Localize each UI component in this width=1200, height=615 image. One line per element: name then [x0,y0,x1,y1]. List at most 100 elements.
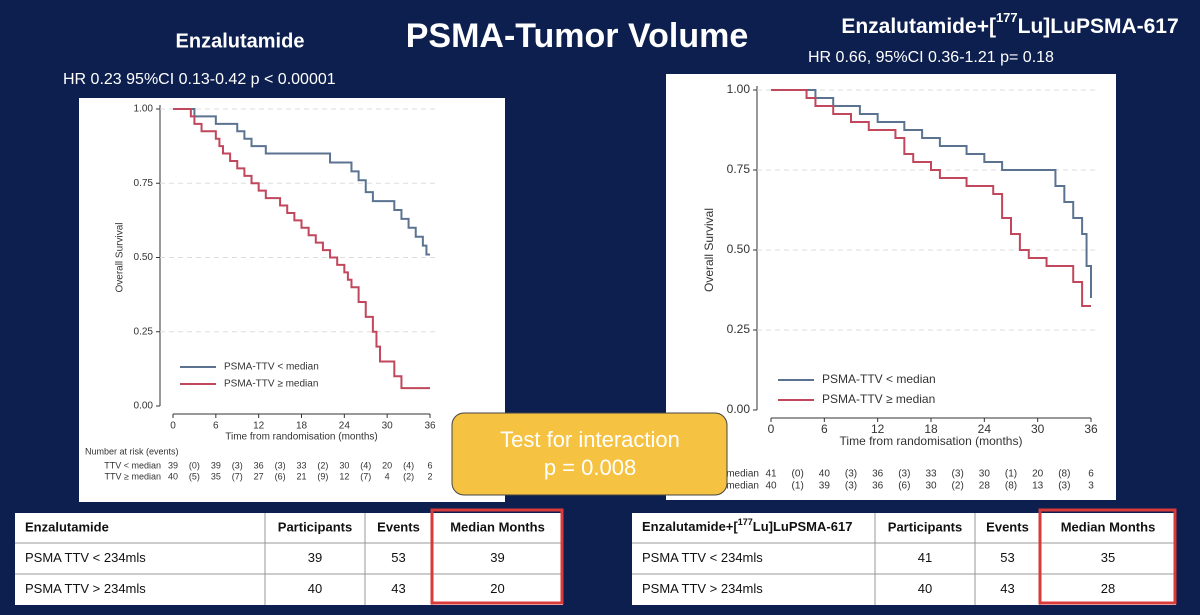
table-header: Median Months [1061,519,1156,534]
risk-row-label: TTV ≥ median [105,471,161,481]
table-header: Enzalutamide+[177Lu]LuPSMA-617 [642,517,852,534]
risk-cell: (2) [403,471,414,481]
table-bg [15,513,563,605]
risk-cell: 40 [819,469,831,480]
table-cell: 40 [918,581,932,596]
risk-cell: 39 [168,460,178,470]
risk-cell: 30 [925,481,937,492]
header-part: Enzalutamide+[ [642,519,738,534]
risk-cell: 20 [382,460,392,470]
table-header: Median Months [450,519,545,534]
risk-cell: (3) [898,469,910,480]
table-cell: 20 [490,581,504,596]
risk-cell: (6) [275,471,286,481]
table-header: Enzalutamide [25,519,109,534]
risk-cell: 13 [1032,481,1044,492]
legend-label: PSMA-TTV ≥ median [822,392,935,406]
y-tick-label: 0.25 [134,326,154,337]
table-cell: PSMA TTV < 234mls [25,550,146,565]
risk-cell: (2) [952,481,964,492]
x-tick-label: 30 [382,421,394,432]
x-tick-label: 30 [1031,422,1045,436]
risk-cell: (8) [1058,469,1070,480]
x-tick-label: 18 [296,421,308,432]
survival-curve [771,89,1092,298]
table-header: Participants [888,519,962,534]
risk-cell: 6 [1088,469,1094,480]
x-tick-label: 0 [768,422,775,436]
x-tick-label: 0 [170,421,176,432]
table-cell: 28 [1101,581,1115,596]
x-tick-label: 6 [213,421,219,432]
risk-cell: 33 [925,469,937,480]
risk-cell: 30 [339,460,349,470]
risk-cell: (3) [845,481,857,492]
risk-cell: 28 [979,481,991,492]
table-header: Events [986,519,1029,534]
risk-cell: 33 [296,460,306,470]
chart-title: Enzalutamide [176,30,305,52]
risk-cell: (6) [898,481,910,492]
survival-curve [771,89,1091,307]
risk-title: Number at risk (events) [85,446,179,456]
header-sup: 177 [738,517,753,527]
x-tick-label: 6 [821,422,828,436]
title-part: Enzalutamide+[ [841,15,996,38]
x-tick-label: 12 [871,422,885,436]
y-tick-label: 0.75 [134,178,154,189]
header-part: Lu]LuPSMA-617 [753,519,853,534]
risk-cell: 3 [1088,481,1094,492]
table-cell: 43 [391,581,405,596]
table-cell: 39 [308,550,322,565]
chart-panel [79,98,505,502]
y-tick-label: 1.00 [727,82,751,96]
risk-cell: 27 [254,471,264,481]
title-part: Lu]LuPSMA-617 [1018,15,1179,38]
risk-cell: 2 [427,471,432,481]
legend-label: PSMA-TTV ≥ median [224,379,318,390]
risk-cell: 40 [168,471,178,481]
legend-label: PSMA-TTV < median [822,372,936,386]
risk-cell: (3) [1058,481,1070,492]
risk-cell: (3) [952,469,964,480]
risk-cell: 39 [819,481,831,492]
y-tick-label: 0.50 [134,252,154,263]
risk-cell: 36 [254,460,264,470]
risk-cell: (4) [360,460,371,470]
risk-cell: (5) [189,471,200,481]
title-sup: 177 [996,10,1018,25]
y-axis-label: Overall Survival [702,208,716,292]
risk-cell: (8) [1005,481,1017,492]
risk-cell: (3) [232,460,243,470]
test-label: Test for interaction [500,427,680,452]
risk-cell: (7) [360,471,371,481]
table-cell: 40 [308,581,322,596]
y-tick-label: 0.25 [727,322,751,336]
risk-cell: 40 [765,481,777,492]
chart-title: Enzalutamide+[177Lu]LuPSMA-617 [841,10,1178,37]
chart-panel [666,74,1116,500]
table-cell: 43 [1000,581,1014,596]
x-axis-label: Time from randomisation (months) [225,432,377,443]
table-cell: 35 [1101,550,1115,565]
risk-cell: 12 [339,471,349,481]
risk-cell: 36 [872,481,884,492]
table-header: Events [377,519,420,534]
table-cell: PSMA TTV < 234mls [642,550,763,565]
risk-row-label: median [726,469,759,480]
risk-cell: (3) [275,460,286,470]
risk-cell: 36 [872,469,884,480]
risk-cell: 21 [296,471,306,481]
risk-cell: (0) [792,469,804,480]
risk-cell: (9) [317,471,328,481]
y-tick-label: 0.00 [134,401,154,412]
table-cell: 39 [490,550,504,565]
highlight-box [430,508,564,605]
y-axis-label: Overall Survival [115,222,126,292]
risk-cell: (4) [403,460,414,470]
risk-cell: 30 [979,469,991,480]
risk-row-label: TTV < median [104,460,161,470]
test-value: p = 0.008 [544,455,636,480]
chart-subtitle: HR 0.66, 95%CI 0.36-1.21 p= 0.18 [808,49,1054,66]
